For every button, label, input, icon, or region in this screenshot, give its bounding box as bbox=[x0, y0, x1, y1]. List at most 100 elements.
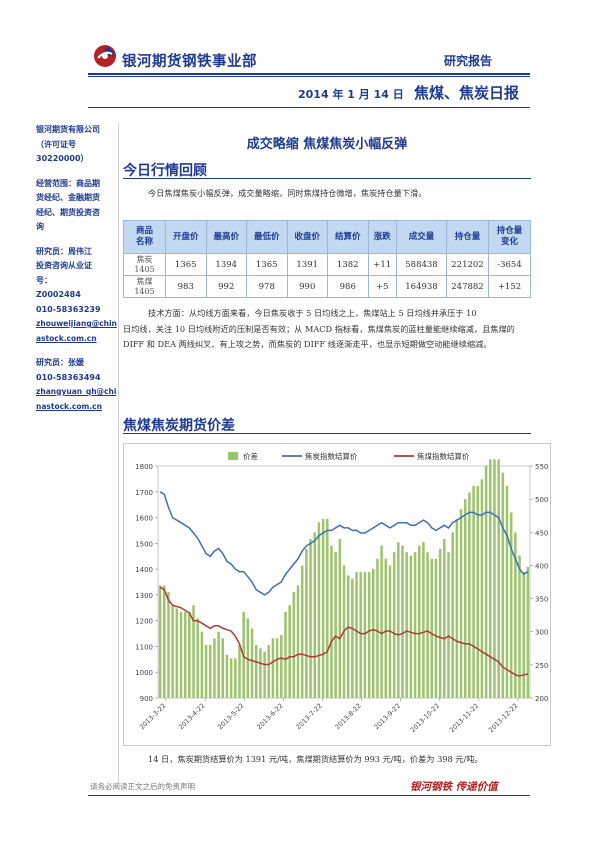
spread-bar bbox=[292, 591, 296, 698]
spread-bar bbox=[175, 608, 179, 698]
spread-bar bbox=[234, 658, 237, 698]
spread-bar bbox=[229, 658, 233, 698]
y-left-tick-label: 1500 bbox=[135, 540, 153, 548]
col-header-open: 开盘价 bbox=[165, 220, 207, 254]
x-tick-label: 2013-12-22 bbox=[487, 702, 519, 734]
spread-bar bbox=[405, 552, 408, 698]
y-left-tick-label: 1100 bbox=[135, 643, 153, 651]
col-header-oi-change: 持仓量 变化 bbox=[488, 220, 531, 254]
y-left-tick-label: 1200 bbox=[135, 618, 153, 626]
col-header-label: 持仓量 变化 bbox=[496, 226, 523, 247]
y-right-tick-label: 550 bbox=[535, 463, 548, 471]
spread-bar bbox=[493, 459, 496, 698]
spread-bar bbox=[430, 558, 434, 698]
report-type: 研究报告 bbox=[444, 54, 493, 68]
spread-bar bbox=[217, 631, 220, 698]
spread-bar bbox=[397, 542, 400, 698]
col-header-volume: 成交量 bbox=[396, 220, 447, 254]
sidebar: 银河期货有限公司 （许可证号 30220000） 经营范围：商品期 货经纪、金融… bbox=[36, 123, 118, 424]
spread-bar bbox=[372, 568, 375, 698]
sidebar-company-line: 30220000） bbox=[36, 154, 89, 163]
spread-bar bbox=[321, 519, 325, 698]
table-cell: 990 bbox=[286, 275, 328, 298]
table-cell: 992 bbox=[205, 275, 247, 298]
spread-bar bbox=[409, 555, 413, 698]
analyst-name: 研究员：张媛 bbox=[36, 358, 84, 367]
spread-bar bbox=[384, 558, 388, 698]
table-cell: +5 bbox=[367, 275, 397, 298]
title-divider bbox=[88, 107, 530, 108]
col-header-low: 最低价 bbox=[246, 220, 288, 254]
sidebar-analyst-2: 研究员：张媛 010-58363494 zhangyuan_qh@chinast… bbox=[36, 356, 118, 414]
x-tick-label: 2013-9-22 bbox=[373, 702, 402, 731]
spread-bar bbox=[455, 519, 459, 698]
legend-label: 焦炭指数结算价 bbox=[305, 451, 358, 461]
spread-bar bbox=[417, 545, 421, 698]
analysis-first-line: 技术方面：从均线方面来看，今日焦炭收于 5 日均线之上，焦煤站上 5 日均线并承… bbox=[148, 308, 477, 318]
legend-swatch bbox=[228, 452, 238, 460]
y-left-tick-label: 1700 bbox=[135, 489, 153, 497]
x-tick-label: 2013-8-22 bbox=[334, 702, 363, 731]
spread-bar bbox=[171, 605, 174, 698]
spread-bar bbox=[330, 545, 333, 698]
spread-chart-svg: 900 1000 1100 1200 1300 1400 1500 1600 1700 1800 2… bbox=[135, 451, 548, 734]
sidebar-company: 银河期货有限公司 （许可证号 30220000） bbox=[36, 123, 118, 167]
spread-bar bbox=[271, 638, 275, 698]
analyst-name: 研究员：周伟江 bbox=[36, 246, 92, 256]
spread-bar bbox=[443, 538, 446, 698]
coal-index-line bbox=[159, 586, 529, 677]
y-left-tick-label: 1300 bbox=[135, 592, 153, 600]
spread-bar bbox=[288, 605, 291, 698]
col-header-name: 商品 名称 bbox=[123, 220, 166, 254]
section-title-spread: 焦煤焦炭期货价差 bbox=[123, 418, 235, 434]
analyst-email-link[interactable]: zhangyuan_qh@chinastock.com.cn bbox=[36, 387, 117, 411]
spread-bar bbox=[522, 572, 525, 698]
x-tick-label: 2013-11-22 bbox=[448, 702, 480, 734]
y-right-tick-label: 300 bbox=[535, 629, 548, 637]
spread-bar bbox=[188, 611, 191, 698]
table-cell: 1365 bbox=[165, 253, 207, 276]
y-right-tick-label: 200 bbox=[535, 695, 548, 703]
x-tick-label: 2013-4-22 bbox=[177, 702, 206, 731]
spread-bar bbox=[426, 552, 429, 698]
spread-bar bbox=[472, 485, 475, 698]
legend-label: 价差 bbox=[243, 451, 258, 461]
analyst-phone: 010-58363239 bbox=[36, 304, 101, 314]
x-tick-label: 2013-3-22 bbox=[138, 702, 167, 731]
spread-bar bbox=[489, 459, 492, 698]
spread-bar bbox=[200, 631, 204, 698]
spread-bar bbox=[250, 628, 254, 698]
spread-bar bbox=[309, 538, 312, 698]
spread-bar bbox=[363, 572, 367, 698]
y-left-tick-label: 1400 bbox=[135, 566, 153, 574]
col-header-change: 涨跌 bbox=[367, 220, 397, 254]
analyst-cert-line: 号： bbox=[36, 275, 52, 285]
col-header-close: 收盘价 bbox=[286, 220, 328, 254]
sidebar-divider bbox=[118, 123, 119, 783]
spread-bar bbox=[526, 566, 530, 698]
spread-bar bbox=[518, 555, 521, 698]
spread-bar bbox=[225, 654, 229, 698]
table-cell: +152 bbox=[488, 275, 531, 298]
spread-chart: 900 1000 1100 1200 1300 1400 1500 1600 1700 1800 2… bbox=[123, 443, 551, 746]
spread-bar bbox=[246, 618, 250, 698]
y-left-tick-label: 1600 bbox=[135, 515, 153, 523]
y-right-tick-label: 250 bbox=[535, 662, 548, 670]
analyst-email-link[interactable]: zhouweijiang@chinastock.com.cn bbox=[36, 319, 117, 343]
spread-bar bbox=[305, 548, 308, 698]
disclaimer-note: 请务必阅读正文之后的免责声明 bbox=[90, 782, 195, 791]
table-cell: 247882 bbox=[446, 275, 489, 298]
spread-bar bbox=[338, 538, 342, 698]
section-title-market-review: 今日行情回顾 bbox=[123, 163, 207, 179]
table-cell: 1391 bbox=[286, 253, 328, 276]
table-cell: -3654 bbox=[488, 253, 531, 276]
spread-bar bbox=[463, 499, 467, 698]
spread-bar bbox=[167, 591, 170, 698]
spread-bar bbox=[480, 479, 484, 698]
spread-bar bbox=[317, 522, 321, 698]
spread-bar bbox=[509, 512, 513, 698]
spread-bar bbox=[183, 611, 187, 698]
table-cell: 986 bbox=[327, 275, 369, 298]
spread-bar bbox=[501, 472, 505, 698]
table-cell-name: 焦炭 1405 bbox=[123, 253, 166, 276]
